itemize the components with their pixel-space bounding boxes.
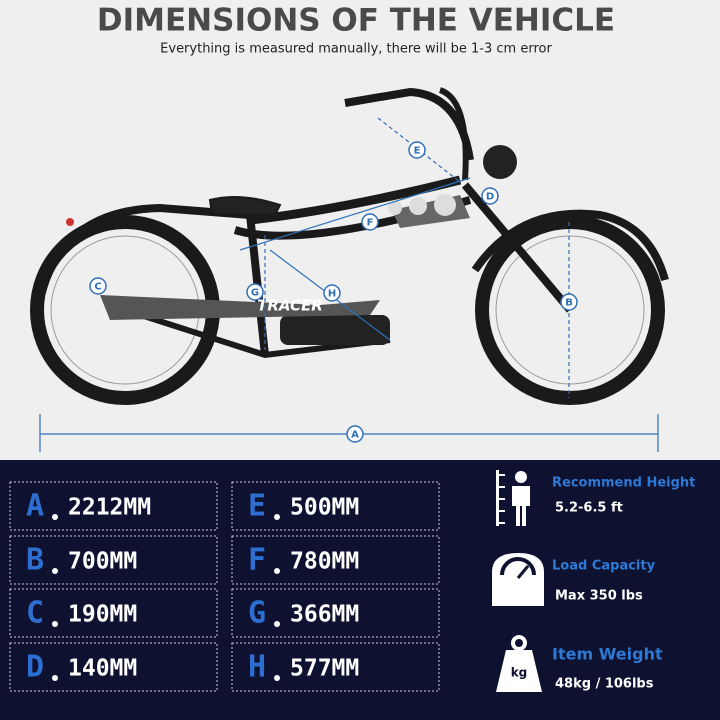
title: DIMENSIONS OF THE VEHICLE: [97, 3, 615, 39]
marker-circle: [246, 283, 264, 301]
subtitle: Everything is measured manually, there w…: [160, 42, 552, 57]
dimension-dot: [52, 621, 58, 627]
hole: [409, 197, 427, 215]
spec-value: Max 350 lbs: [555, 589, 643, 604]
spec-title: Load Capacity: [552, 559, 656, 574]
dimension-letter: B: [26, 543, 44, 578]
dimension-box: [231, 588, 440, 638]
dimension-dot: [274, 675, 280, 681]
dimension-letter: E: [248, 489, 266, 524]
dimension-letter: C: [26, 596, 44, 631]
front-tire: [475, 215, 665, 405]
hole: [434, 194, 456, 216]
weight-icon: [496, 635, 542, 692]
brand-label: TRACER: [257, 297, 323, 315]
marker-letter: E: [414, 146, 421, 157]
dimension-markers: A B C D E F G H: [89, 141, 578, 443]
marker-letter: B: [565, 298, 573, 309]
bottom-panel: [0, 460, 720, 720]
dim-line: [239, 177, 471, 251]
icon-label: kg: [511, 666, 528, 680]
dimension-box: [231, 535, 440, 585]
dimension-dot: [274, 568, 280, 574]
marker-circle: [323, 284, 341, 302]
spec-value: 48kg / 106lbs: [555, 677, 654, 692]
dimension-letter: G: [248, 596, 266, 631]
dimension-box: [231, 481, 440, 531]
dimension-value: 700MM: [68, 549, 137, 575]
dimension-value: 190MM: [68, 602, 137, 628]
dimension-value: 140MM: [68, 656, 137, 682]
fork: [461, 182, 574, 313]
dimension-dot: [52, 675, 58, 681]
dimension-value: 500MM: [290, 495, 359, 521]
marker-circle: [89, 277, 107, 295]
height-icon: [496, 470, 530, 526]
dimension-dot: [52, 568, 58, 574]
dimension-table: A 2212MM B 700MM C 190MM D 140MM E 500MM F 780MM G 36…: [9, 481, 440, 692]
dimension-value: 577MM: [290, 656, 359, 682]
handlebar-riser: [438, 87, 469, 181]
hole: [388, 201, 402, 215]
dimension-dot: [274, 621, 280, 627]
dimension-value: 366MM: [290, 602, 359, 628]
marker-circle: [408, 141, 426, 159]
marker-letter: A: [351, 430, 359, 441]
rear-fender: [36, 203, 251, 301]
marker-circle: [346, 425, 364, 443]
spec-value: 5.2-6.5 ft: [555, 501, 623, 516]
dimension-letter: F: [248, 543, 266, 578]
dimension-value: 780MM: [290, 549, 359, 575]
dimension-box: [9, 481, 218, 531]
dimension-letter: D: [26, 650, 44, 685]
dimension-value: 2212MM: [68, 495, 151, 521]
chain-guard: [100, 295, 380, 320]
marker-letter: C: [94, 282, 101, 293]
dimension-dot: [274, 514, 280, 520]
dimension-box: [9, 588, 218, 638]
marker-letter: G: [251, 288, 259, 299]
spec-list: Recommend Height 5.2-6.5 ft Load Capacity M…: [492, 470, 695, 692]
dimension-box: [9, 535, 218, 585]
taillight: [66, 218, 74, 226]
spec-title: Item Weight: [552, 645, 663, 664]
front-rim: [495, 235, 645, 385]
scale-icon: [492, 553, 544, 606]
marker-circle: [481, 187, 499, 205]
dimension-box: [9, 642, 218, 692]
top-tube: [249, 175, 462, 225]
dimension-letter: H: [248, 650, 266, 685]
dimension-letter: A: [26, 489, 44, 524]
headlight: [483, 145, 517, 179]
dimension-dot: [52, 514, 58, 520]
marker-circle: [560, 293, 578, 311]
spec-title: Recommend Height: [552, 476, 695, 491]
battery: [280, 315, 390, 345]
seat: [208, 196, 282, 217]
marker-letter: D: [486, 192, 494, 203]
marker-circle: [361, 213, 379, 231]
front-fender: [471, 209, 669, 282]
marker-letter: F: [367, 218, 374, 229]
dimension-box: [231, 642, 440, 692]
marker-letter: H: [328, 289, 336, 300]
